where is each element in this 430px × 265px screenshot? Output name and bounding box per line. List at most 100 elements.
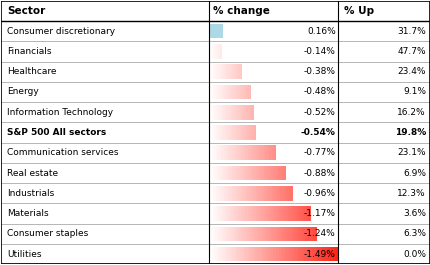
Bar <box>212 186 214 201</box>
Bar <box>263 247 266 262</box>
Bar <box>211 105 212 120</box>
Bar <box>209 125 211 140</box>
Text: Consumer discretionary: Consumer discretionary <box>7 26 115 36</box>
Text: 3.6%: 3.6% <box>402 209 425 218</box>
Bar <box>217 227 220 241</box>
Bar <box>219 44 220 59</box>
Bar <box>214 44 215 59</box>
Bar <box>324 247 327 262</box>
Bar <box>237 166 240 180</box>
Bar <box>260 186 262 201</box>
Bar <box>209 24 222 38</box>
Bar <box>222 85 223 99</box>
Bar <box>218 105 219 120</box>
Bar <box>248 125 249 140</box>
Bar <box>212 44 213 59</box>
Bar <box>316 247 319 262</box>
Bar <box>1 61 429 82</box>
Bar <box>233 64 234 79</box>
Bar <box>1 82 429 102</box>
Bar <box>237 145 238 160</box>
Bar <box>241 64 242 79</box>
Bar <box>232 64 233 79</box>
Bar <box>230 85 231 99</box>
Bar <box>244 125 246 140</box>
Bar <box>225 85 227 99</box>
Bar <box>309 227 312 241</box>
Bar <box>238 64 239 79</box>
Bar <box>298 227 301 241</box>
Bar <box>252 186 254 201</box>
Bar <box>280 186 282 201</box>
Bar <box>219 247 222 262</box>
Bar <box>250 105 251 120</box>
Bar <box>290 186 292 201</box>
Bar <box>322 247 325 262</box>
Bar <box>254 166 256 180</box>
Bar <box>212 44 213 59</box>
Bar <box>215 125 216 140</box>
Bar <box>332 247 335 262</box>
Bar <box>212 85 213 99</box>
Bar <box>217 85 218 99</box>
Bar <box>298 247 301 262</box>
Bar <box>221 105 222 120</box>
Bar <box>275 206 278 221</box>
Bar <box>239 64 240 79</box>
Bar <box>286 206 288 221</box>
Bar <box>222 105 223 120</box>
Bar <box>232 125 233 140</box>
Bar <box>229 64 230 79</box>
Bar <box>211 227 213 241</box>
Bar <box>319 247 322 262</box>
Bar <box>212 166 214 180</box>
Bar <box>217 44 218 59</box>
Bar <box>1 122 429 143</box>
Bar <box>283 247 286 262</box>
Text: 9.1%: 9.1% <box>402 87 425 96</box>
Bar <box>1 102 429 122</box>
Bar <box>272 166 274 180</box>
Bar <box>223 206 225 221</box>
Bar <box>231 125 232 140</box>
Bar <box>245 186 247 201</box>
Bar <box>256 227 258 241</box>
Bar <box>220 44 221 59</box>
Bar <box>233 85 234 99</box>
Bar <box>307 227 310 241</box>
Bar <box>211 44 212 59</box>
Bar <box>213 85 214 99</box>
Bar <box>213 125 215 140</box>
Bar <box>211 247 214 262</box>
Bar <box>209 186 211 201</box>
Bar <box>230 145 232 160</box>
Bar <box>219 227 222 241</box>
Bar <box>214 247 217 262</box>
Bar <box>227 85 228 99</box>
Bar <box>209 105 210 120</box>
Bar <box>218 44 219 59</box>
Bar <box>236 64 237 79</box>
Text: Materials: Materials <box>7 209 49 218</box>
Bar <box>240 125 241 140</box>
Bar <box>209 145 210 160</box>
Bar <box>227 85 229 99</box>
Bar <box>245 227 248 241</box>
Bar <box>255 247 258 262</box>
Bar <box>1 143 429 163</box>
Bar <box>210 85 212 99</box>
Bar <box>213 44 214 59</box>
Bar <box>258 145 259 160</box>
Bar <box>217 145 218 160</box>
Bar <box>230 105 231 120</box>
Bar <box>239 85 240 99</box>
Bar <box>217 206 219 221</box>
Bar <box>265 166 267 180</box>
Bar <box>246 145 248 160</box>
Bar <box>237 206 239 221</box>
Bar <box>218 44 219 59</box>
Bar <box>221 247 224 262</box>
Bar <box>211 206 213 221</box>
Bar <box>210 166 212 180</box>
Bar <box>219 85 221 99</box>
